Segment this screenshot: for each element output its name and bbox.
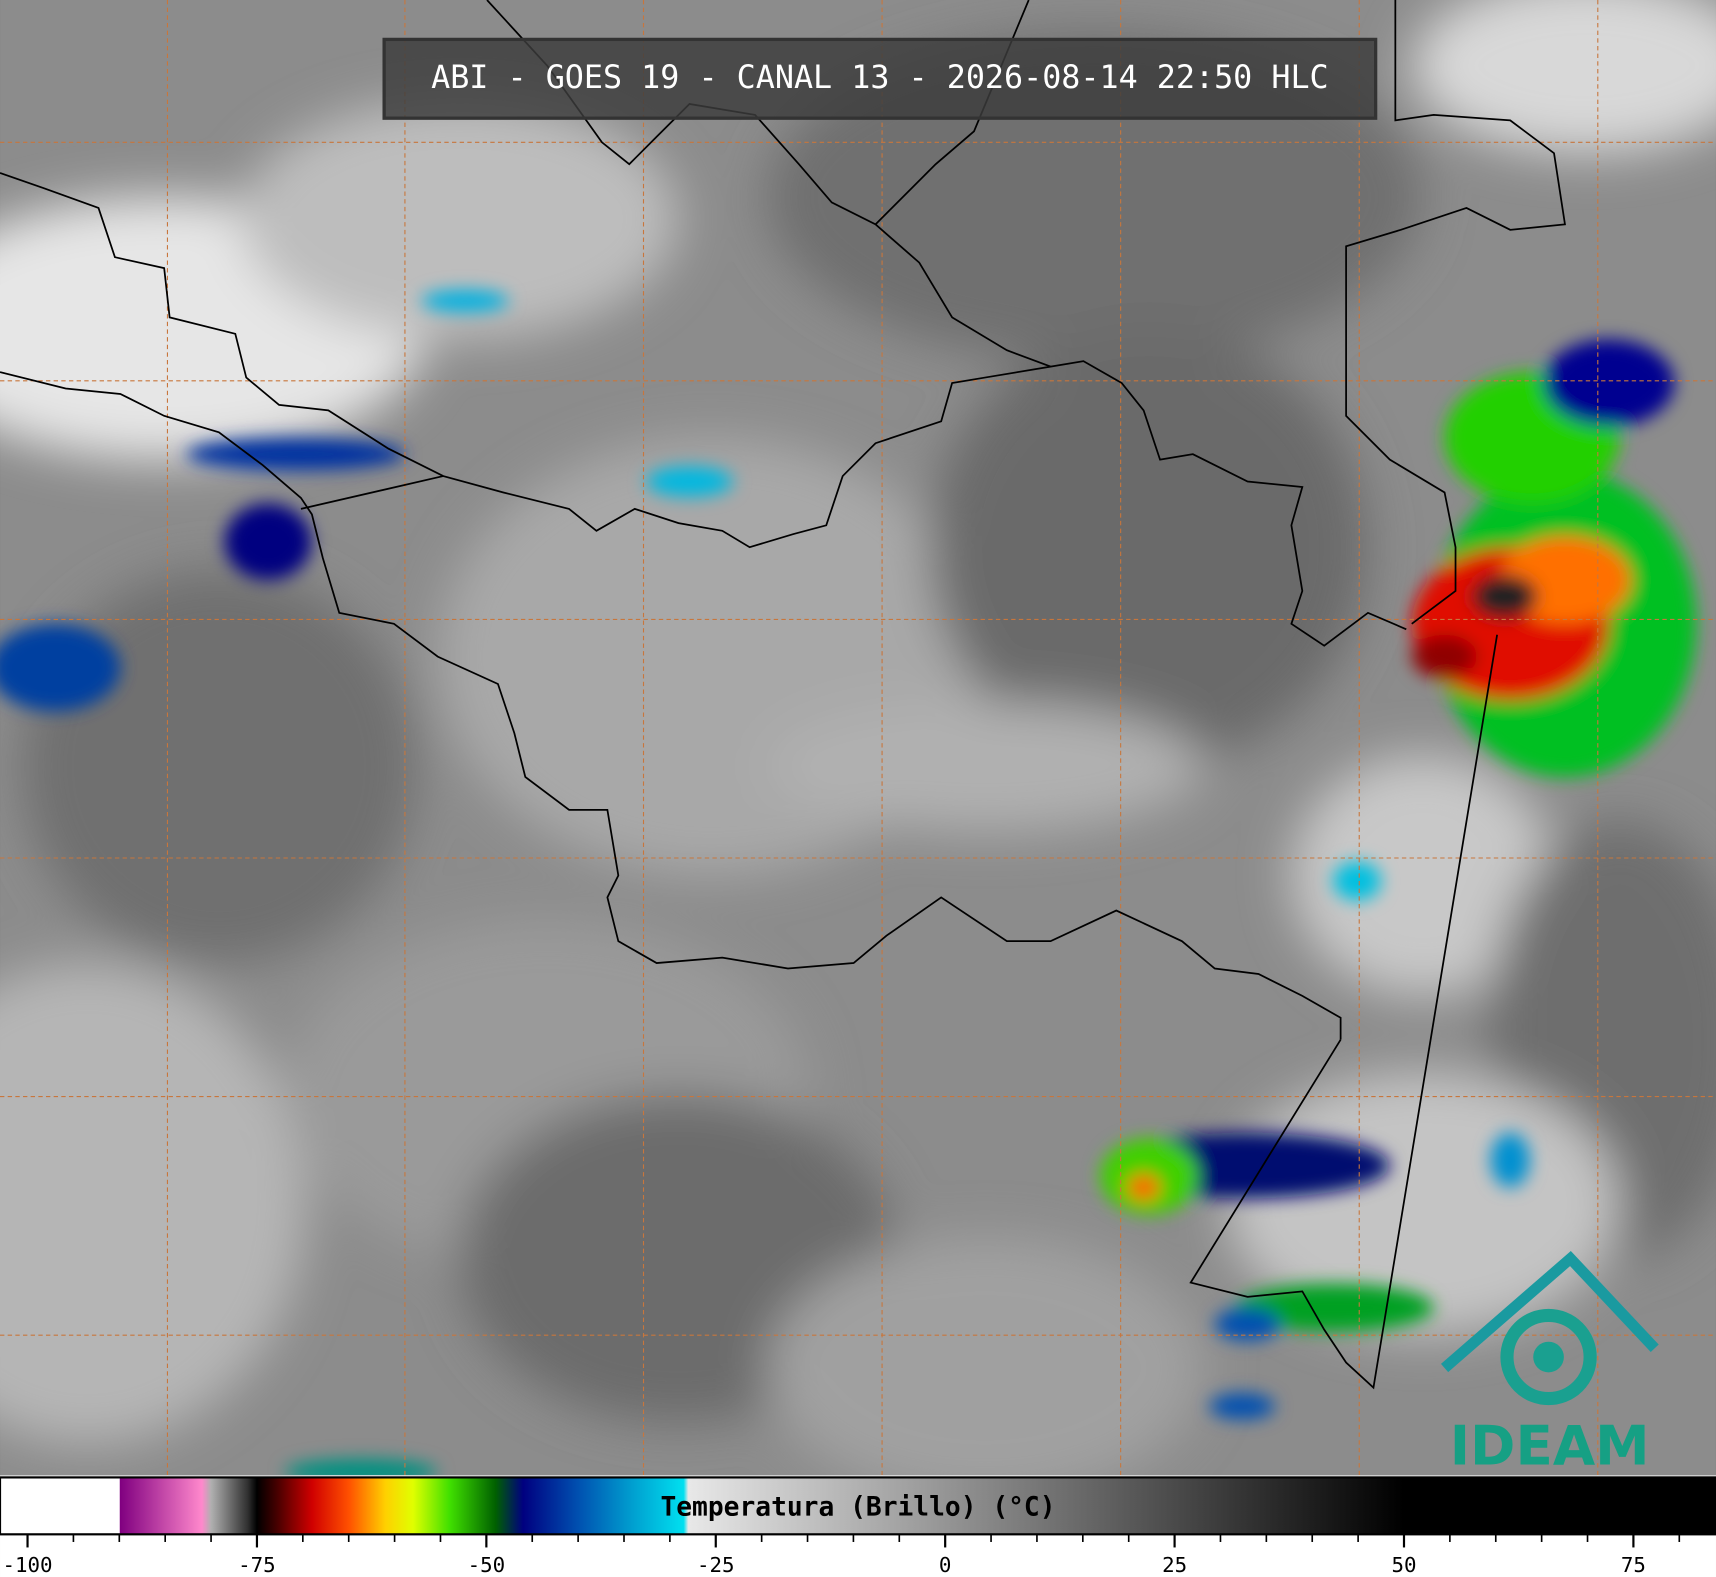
logo: IDEAM [1440, 1250, 1659, 1477]
tick-label: -100 [3, 1553, 53, 1577]
colorbar-label: Temperatura (Brillo) (°C) [660, 1493, 1055, 1523]
logo-text: IDEAM [1450, 1413, 1650, 1477]
title-box [382, 37, 1378, 120]
title: ABI - GOES 19 - CANAL 13 - 2026-08-14 22… [431, 60, 1329, 96]
tick-label: -25 [697, 1553, 735, 1577]
tick-label: 0 [939, 1553, 952, 1577]
lat-lon-grid [0, 0, 1716, 1476]
colorbar-scale [0, 1476, 1716, 1536]
satellite-image: IDEAM [0, 0, 1716, 1477]
tick-label: 25 [1162, 1553, 1187, 1577]
tick-label: 50 [1391, 1553, 1416, 1577]
borders [0, 0, 1566, 1390]
colorbar: Temperatura (Brillo) (°C) -100 -75 -50 -25 0… [0, 1475, 1716, 1577]
tick-label: -50 [468, 1553, 506, 1577]
tick-label: 75 [1621, 1553, 1646, 1577]
tick-label: -75 [238, 1553, 276, 1577]
